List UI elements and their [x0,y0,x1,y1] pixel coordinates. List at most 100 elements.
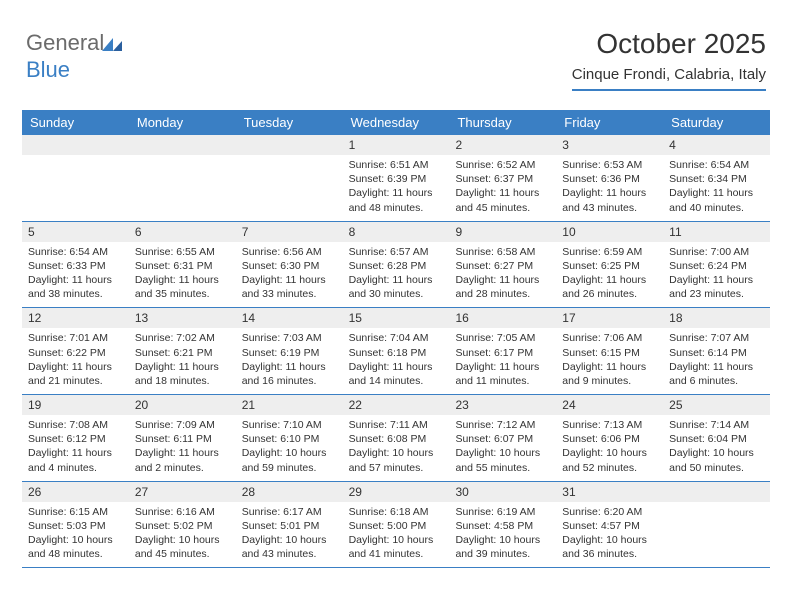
sunrise-text: Sunrise: 6:52 AM [455,158,550,172]
calendar-cell: 5Sunrise: 6:54 AMSunset: 6:33 PMDaylight… [22,222,129,308]
sunset-text: Sunset: 6:24 PM [669,259,764,273]
day-number: 5 [22,222,129,242]
sunrise-text: Sunrise: 6:57 AM [349,245,444,259]
sunset-text: Sunset: 5:00 PM [349,519,444,533]
sunrise-text: Sunrise: 6:58 AM [455,245,550,259]
day-number: 14 [236,308,343,328]
sunrise-text: Sunrise: 7:02 AM [135,331,230,345]
header-right: October 2025 Cinque Frondi, Calabria, It… [572,28,766,91]
day-info: Sunrise: 7:04 AMSunset: 6:18 PMDaylight:… [343,328,450,394]
sunset-text: Sunset: 6:39 PM [349,172,444,186]
daylight-text: Daylight: 10 hours and 45 minutes. [135,533,230,561]
sunset-text: Sunset: 6:33 PM [28,259,123,273]
day-number: 18 [663,308,770,328]
day-number: 8 [343,222,450,242]
brand-logo: General Blue [26,30,124,83]
page-title: October 2025 [572,28,766,60]
day-info: Sunrise: 7:12 AMSunset: 6:07 PMDaylight:… [449,415,556,481]
sunset-text: Sunset: 4:57 PM [562,519,657,533]
day-info: Sunrise: 6:52 AMSunset: 6:37 PMDaylight:… [449,155,556,221]
calendar-cell: 21Sunrise: 7:10 AMSunset: 6:10 PMDayligh… [236,395,343,481]
day-header-cell: Saturday [663,110,770,135]
sunrise-text: Sunrise: 6:59 AM [562,245,657,259]
day-info: Sunrise: 6:57 AMSunset: 6:28 PMDaylight:… [343,242,450,308]
day-info: Sunrise: 6:20 AMSunset: 4:57 PMDaylight:… [556,502,663,568]
week-row: 19Sunrise: 7:08 AMSunset: 6:12 PMDayligh… [22,395,770,482]
sunrise-text: Sunrise: 7:13 AM [562,418,657,432]
sunrise-text: Sunrise: 7:03 AM [242,331,337,345]
calendar-cell [236,135,343,221]
day-info: Sunrise: 6:54 AMSunset: 6:34 PMDaylight:… [663,155,770,221]
calendar: Sunday Monday Tuesday Wednesday Thursday… [22,110,770,568]
daylight-text: Daylight: 11 hours and 48 minutes. [349,186,444,214]
day-info: Sunrise: 7:11 AMSunset: 6:08 PMDaylight:… [343,415,450,481]
calendar-cell: 12Sunrise: 7:01 AMSunset: 6:22 PMDayligh… [22,308,129,394]
daylight-text: Daylight: 10 hours and 57 minutes. [349,446,444,474]
day-info: Sunrise: 6:55 AMSunset: 6:31 PMDaylight:… [129,242,236,308]
day-number [663,482,770,502]
day-number: 1 [343,135,450,155]
daylight-text: Daylight: 10 hours and 39 minutes. [455,533,550,561]
calendar-cell: 10Sunrise: 6:59 AMSunset: 6:25 PMDayligh… [556,222,663,308]
daylight-text: Daylight: 11 hours and 43 minutes. [562,186,657,214]
sunset-text: Sunset: 6:11 PM [135,432,230,446]
day-info: Sunrise: 7:01 AMSunset: 6:22 PMDaylight:… [22,328,129,394]
day-info: Sunrise: 7:09 AMSunset: 6:11 PMDaylight:… [129,415,236,481]
day-number: 28 [236,482,343,502]
daylight-text: Daylight: 11 hours and 30 minutes. [349,273,444,301]
sunrise-text: Sunrise: 7:11 AM [349,418,444,432]
sunrise-text: Sunrise: 7:06 AM [562,331,657,345]
day-header-cell: Thursday [449,110,556,135]
daylight-text: Daylight: 11 hours and 45 minutes. [455,186,550,214]
day-number [22,135,129,155]
day-number: 29 [343,482,450,502]
sunset-text: Sunset: 6:17 PM [455,346,550,360]
week-row: 26Sunrise: 6:15 AMSunset: 5:03 PMDayligh… [22,482,770,569]
calendar-cell: 31Sunrise: 6:20 AMSunset: 4:57 PMDayligh… [556,482,663,568]
calendar-cell: 15Sunrise: 7:04 AMSunset: 6:18 PMDayligh… [343,308,450,394]
daylight-text: Daylight: 11 hours and 9 minutes. [562,360,657,388]
calendar-cell: 26Sunrise: 6:15 AMSunset: 5:03 PMDayligh… [22,482,129,568]
day-info: Sunrise: 7:10 AMSunset: 6:10 PMDaylight:… [236,415,343,481]
sunrise-text: Sunrise: 7:00 AM [669,245,764,259]
calendar-cell: 28Sunrise: 6:17 AMSunset: 5:01 PMDayligh… [236,482,343,568]
sunrise-text: Sunrise: 7:09 AM [135,418,230,432]
daylight-text: Daylight: 11 hours and 18 minutes. [135,360,230,388]
day-header-cell: Tuesday [236,110,343,135]
sunrise-text: Sunrise: 7:04 AM [349,331,444,345]
day-info: Sunrise: 6:58 AMSunset: 6:27 PMDaylight:… [449,242,556,308]
brand-part1: General [26,30,104,55]
calendar-cell: 16Sunrise: 7:05 AMSunset: 6:17 PMDayligh… [449,308,556,394]
day-info: Sunrise: 6:17 AMSunset: 5:01 PMDaylight:… [236,502,343,568]
day-info: Sunrise: 6:56 AMSunset: 6:30 PMDaylight:… [236,242,343,308]
sunset-text: Sunset: 6:06 PM [562,432,657,446]
calendar-cell: 13Sunrise: 7:02 AMSunset: 6:21 PMDayligh… [129,308,236,394]
day-header-cell: Monday [129,110,236,135]
daylight-text: Daylight: 11 hours and 21 minutes. [28,360,123,388]
day-number: 26 [22,482,129,502]
sunset-text: Sunset: 6:22 PM [28,346,123,360]
daylight-text: Daylight: 11 hours and 11 minutes. [455,360,550,388]
sunset-text: Sunset: 6:07 PM [455,432,550,446]
sunrise-text: Sunrise: 6:18 AM [349,505,444,519]
daylight-text: Daylight: 11 hours and 38 minutes. [28,273,123,301]
brand-part2: Blue [26,57,70,82]
week-row: 12Sunrise: 7:01 AMSunset: 6:22 PMDayligh… [22,308,770,395]
daylight-text: Daylight: 11 hours and 35 minutes. [135,273,230,301]
day-number: 31 [556,482,663,502]
day-number: 20 [129,395,236,415]
sunset-text: Sunset: 6:37 PM [455,172,550,186]
day-header-cell: Wednesday [343,110,450,135]
day-number: 24 [556,395,663,415]
daylight-text: Daylight: 10 hours and 59 minutes. [242,446,337,474]
day-info: Sunrise: 7:00 AMSunset: 6:24 PMDaylight:… [663,242,770,308]
sunset-text: Sunset: 6:10 PM [242,432,337,446]
day-number: 7 [236,222,343,242]
sunrise-text: Sunrise: 6:19 AM [455,505,550,519]
calendar-cell: 17Sunrise: 7:06 AMSunset: 6:15 PMDayligh… [556,308,663,394]
calendar-cell: 18Sunrise: 7:07 AMSunset: 6:14 PMDayligh… [663,308,770,394]
sunrise-text: Sunrise: 6:53 AM [562,158,657,172]
daylight-text: Daylight: 11 hours and 28 minutes. [455,273,550,301]
sunrise-text: Sunrise: 6:51 AM [349,158,444,172]
day-number: 23 [449,395,556,415]
